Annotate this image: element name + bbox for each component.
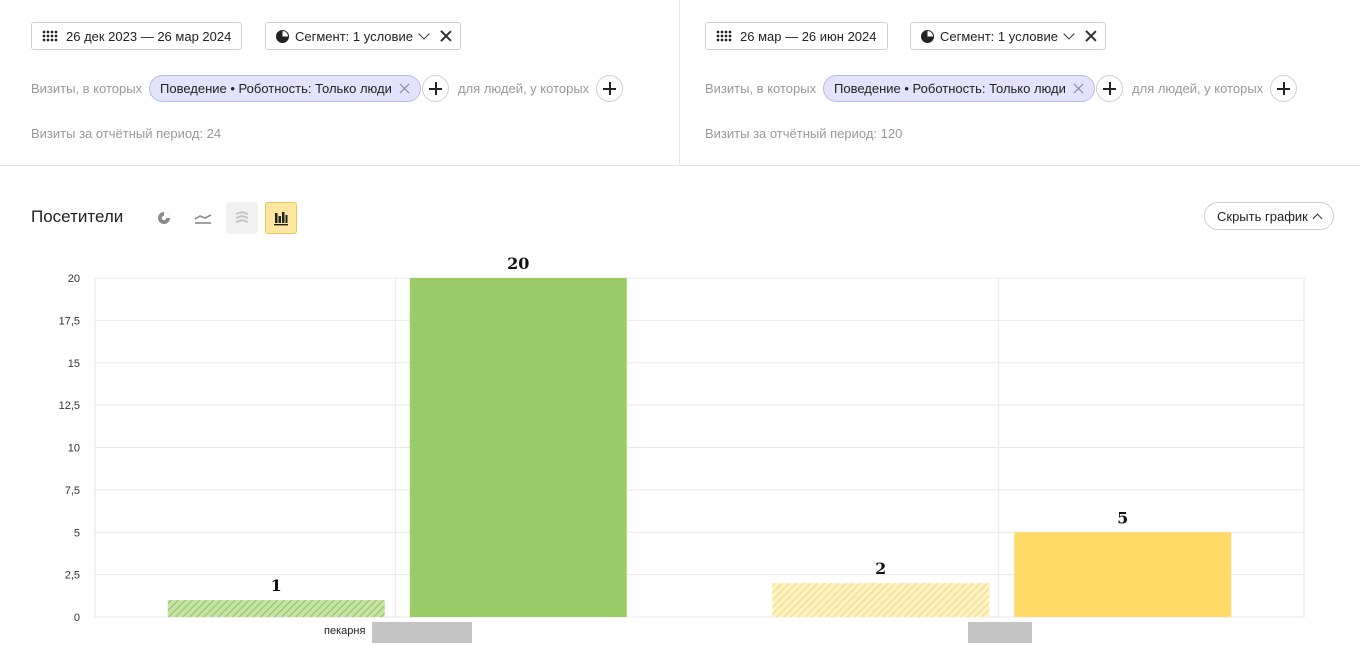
close-icon [440, 30, 452, 42]
remove-condition-icon[interactable] [399, 83, 410, 94]
x-category-label: пекарня [324, 625, 366, 637]
left-segment-panel: 26 дек 2023 — 26 мар 2024 Сегмент: 1 усл… [0, 0, 680, 166]
bar[interactable] [772, 583, 990, 617]
calendar-icon [42, 30, 58, 42]
close-icon [1085, 30, 1097, 42]
line-icon [194, 214, 212, 224]
y-tick-label: 15 [68, 358, 80, 370]
chevron-up-icon [1312, 213, 1323, 223]
right-segment-label: Сегмент: 1 условие [940, 28, 1058, 44]
chart-labels: 0 2,5 5 7,5 10 12,5 15 17,5 20 1 20 2 5 [59, 254, 1129, 624]
y-tick-label: 12,5 [59, 400, 80, 412]
left-condition-chip-label: Поведение • Роботность: Только люди [160, 81, 392, 96]
redacted-category-label [968, 622, 1032, 643]
hide-chart-button[interactable]: Скрыть график [1204, 202, 1334, 230]
data-label: 2 [875, 559, 886, 578]
left-condition-chip[interactable]: Поведение • Роботность: Только люди [149, 75, 421, 102]
chart-title: Посетители [31, 207, 124, 226]
stacked-area-chart-type-button[interactable] [226, 202, 258, 234]
segment-icon [276, 29, 289, 43]
chart-grid [94, 277, 1305, 618]
hide-chart-label: Скрыть график [1217, 208, 1308, 224]
left-visits-prefix: Визиты, в которых [31, 81, 143, 96]
right-condition-chip-label: Поведение • Роботность: Только люди [834, 81, 1066, 96]
right-visits-total: Визиты за отчётный период: 120 [705, 126, 903, 141]
remove-condition-icon[interactable] [1073, 83, 1084, 94]
left-date-range-button[interactable]: 26 дек 2023 — 26 мар 2024 [31, 22, 243, 50]
right-segment-panel: 26 мар — 26 июн 2024 Сегмент: 1 условие … [680, 0, 1360, 166]
right-add-visit-condition-button[interactable] [1096, 75, 1123, 102]
left-visits-total: Визиты за отчётный период: 24 [31, 126, 222, 141]
pie-chart-type-button[interactable] [148, 202, 180, 234]
right-segment-button[interactable]: Сегмент: 1 условие [910, 22, 1084, 50]
left-segment-label: Сегмент: 1 условие [295, 28, 413, 44]
chevron-down-icon [1063, 27, 1075, 40]
chart-bars [167, 278, 1232, 617]
right-segment-clear-button[interactable] [1077, 22, 1106, 50]
data-label: 1 [271, 576, 282, 595]
left-segment-clear-button[interactable] [432, 22, 461, 50]
segment-icon [921, 29, 934, 43]
right-condition-chip[interactable]: Поведение • Роботность: Только люди [823, 75, 1095, 102]
y-tick-label: 0 [74, 612, 80, 624]
y-tick-label: 2,5 [65, 570, 80, 582]
calendar-icon [716, 30, 732, 42]
right-date-range-button[interactable]: 26 мар — 26 июн 2024 [705, 22, 888, 50]
right-add-people-condition-button[interactable] [1270, 75, 1297, 102]
line-chart-type-button[interactable] [187, 202, 219, 234]
left-add-visit-condition-button[interactable] [422, 75, 449, 102]
left-segment-button[interactable]: Сегмент: 1 условие [265, 22, 439, 50]
right-people-suffix: для людей, у которых [1132, 81, 1264, 96]
data-label: 5 [1117, 508, 1128, 527]
y-tick-label: 20 [68, 273, 80, 285]
left-people-suffix: для людей, у которых [458, 81, 590, 96]
y-tick-label: 5 [74, 527, 80, 539]
chevron-down-icon [418, 27, 430, 40]
bar[interactable] [409, 278, 627, 617]
bar-chart-icon [274, 212, 288, 226]
left-date-range-label: 26 дек 2023 — 26 мар 2024 [66, 28, 232, 44]
bar[interactable] [1014, 532, 1232, 617]
redacted-category-label [372, 622, 472, 643]
right-date-range-label: 26 мар — 26 июн 2024 [740, 28, 877, 44]
data-label: 20 [507, 254, 529, 273]
right-visits-prefix: Визиты, в которых [705, 81, 817, 96]
y-tick-label: 10 [68, 443, 80, 455]
y-tick-label: 7,5 [65, 485, 80, 497]
bar[interactable] [167, 600, 385, 617]
visitors-bar-chart: 0 2,5 5 7,5 10 12,5 15 17,5 20 1 20 2 5 [59, 254, 1305, 624]
comparison-header: 26 дек 2023 — 26 мар 2024 Сегмент: 1 усл… [0, 0, 1360, 166]
bar-chart-type-button[interactable] [265, 202, 297, 234]
y-tick-label: 17,5 [59, 315, 80, 327]
stacked-area-icon [235, 210, 249, 223]
left-add-people-condition-button[interactable] [596, 75, 623, 102]
pie-icon [158, 212, 170, 224]
